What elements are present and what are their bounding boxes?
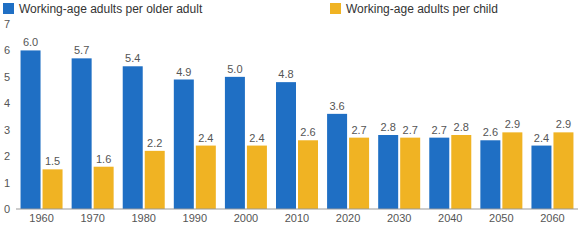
data-label: 4.9 (176, 66, 191, 78)
y-tick-label: 1 (4, 177, 10, 189)
data-label: 2.7 (432, 124, 447, 136)
bar (225, 77, 245, 209)
data-label: 2.7 (351, 124, 366, 136)
data-label: 2.4 (198, 132, 213, 144)
bar (196, 146, 216, 209)
y-tick-label: 7 (4, 18, 10, 30)
chart: Working-age adults per older adult Workin… (0, 0, 580, 225)
bar (174, 80, 194, 210)
x-tick-label: 2000 (234, 212, 258, 224)
x-tick-label: 1960 (29, 212, 53, 224)
x-tick-label: 2060 (540, 212, 564, 224)
bar (72, 58, 92, 209)
bar (378, 135, 398, 209)
legend-item: Working-age adults per older adult (3, 2, 203, 16)
data-label: 6.0 (23, 36, 38, 48)
bars (21, 50, 574, 209)
y-tick-label: 5 (4, 71, 10, 83)
y-tick-label: 3 (4, 124, 10, 136)
data-label: 2.4 (249, 132, 264, 144)
x-tick-label: 2020 (336, 212, 360, 224)
data-label: 2.7 (403, 124, 418, 136)
bar (327, 114, 347, 209)
data-labels: 6.0 1.5 5.7 1.6 5.4 2.2 4.9 2.4 5.0 2.4 4.8 2.6 3.6 2… (23, 36, 571, 167)
bar (480, 140, 500, 209)
bar (502, 132, 522, 209)
data-label: 5.4 (125, 52, 140, 64)
x-tick-label: 2040 (438, 212, 462, 224)
legend-item: Working-age adults per child (330, 2, 498, 16)
legend-label: Working-age adults per child (346, 2, 498, 16)
bar (276, 82, 296, 209)
data-label: 5.7 (74, 44, 89, 56)
legend-swatch (330, 3, 341, 14)
data-label: 2.4 (534, 132, 549, 144)
bar (553, 132, 573, 209)
data-label: 2.6 (300, 126, 315, 138)
bar (94, 167, 114, 209)
bar (400, 138, 420, 209)
bar (451, 135, 471, 209)
x-tick-label: 1970 (80, 212, 104, 224)
data-label: 2.8 (454, 121, 469, 133)
data-label: 2.9 (556, 118, 571, 130)
data-label: 5.0 (227, 63, 242, 75)
bar (21, 50, 41, 209)
data-label: 2.8 (381, 121, 396, 133)
y-tick-label: 4 (4, 97, 10, 109)
x-tick-label: 1980 (131, 212, 155, 224)
y-tick-label: 6 (4, 44, 10, 56)
bar (349, 138, 369, 209)
x-axis-line (16, 209, 578, 210)
data-label: 1.5 (45, 155, 60, 167)
bar (531, 146, 551, 209)
bar (429, 138, 449, 209)
legend-swatch (3, 3, 14, 14)
x-tick-label: 1990 (183, 212, 207, 224)
y-tick-label: 2 (4, 150, 10, 162)
bar (123, 66, 143, 209)
legend-label: Working-age adults per older adult (19, 2, 203, 16)
bar (43, 169, 63, 209)
data-label: 2.9 (505, 118, 520, 130)
x-tick-label: 2010 (285, 212, 309, 224)
data-label: 1.6 (96, 153, 111, 165)
x-tick-label: 2030 (387, 212, 411, 224)
bar (247, 146, 267, 209)
x-tick-label: 2050 (489, 212, 513, 224)
y-tick-label: 0 (4, 203, 10, 215)
bar (298, 140, 318, 209)
data-label: 2.2 (147, 137, 162, 149)
data-label: 4.8 (278, 68, 293, 80)
data-label: 2.6 (483, 126, 498, 138)
data-label: 3.6 (329, 100, 344, 112)
bar (145, 151, 165, 209)
